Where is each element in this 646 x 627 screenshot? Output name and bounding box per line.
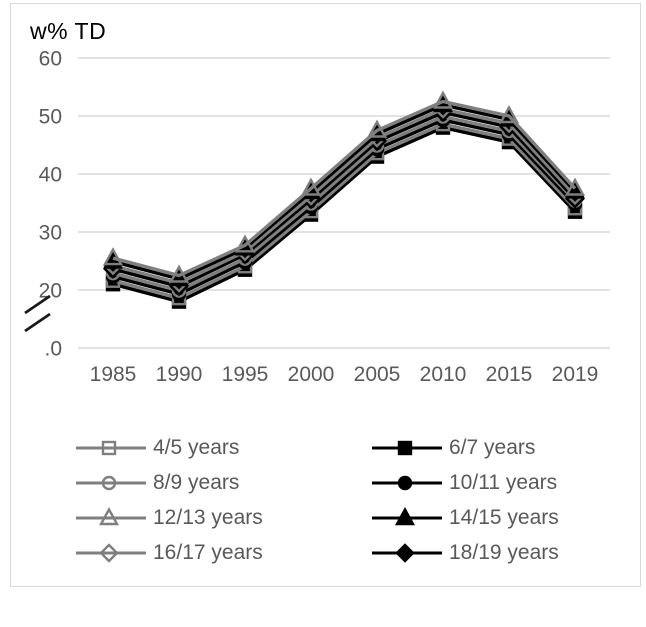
legend-item-label: 14/15 years: [449, 505, 559, 529]
legend-item-10-11-years: 10/11 years: [372, 471, 559, 495]
x-tick-label-1995: 1995: [222, 363, 269, 386]
series-line-6-7-years: [112, 125, 577, 304]
legend-item-label: 4/5 years: [153, 435, 240, 459]
legend-item-label: 6/7 years: [449, 435, 536, 459]
series-line-18-19-years: [112, 110, 577, 289]
marker-triangle-filled: [394, 506, 416, 525]
y-tick-label-60: 60: [39, 48, 62, 71]
marker-triangle-open: [564, 177, 586, 196]
marker-triangle-open: [498, 105, 520, 124]
x-tick-label-2010: 2010: [420, 363, 467, 386]
series-line-14-15-years: [112, 103, 577, 281]
marker-triangle-open: [98, 506, 120, 525]
legend-item-4-5-years: 4/5 years: [76, 436, 372, 460]
marker-triangle-open: [432, 90, 454, 109]
legend-item-label: 12/13 years: [153, 505, 263, 529]
marker-diamond-open: [99, 542, 119, 563]
y-tick-label-.0: .0: [44, 338, 62, 361]
series-16-17-years: [103, 99, 585, 293]
legend-item-14-15-years: 14/15 years: [372, 506, 559, 530]
series-line-10-11-years: [112, 118, 577, 296]
y-tick-label-40: 40: [39, 164, 62, 187]
y-tick-label-50: 50: [39, 106, 62, 129]
legend-item-label: 8/9 years: [153, 470, 240, 494]
y-axis-unit-label: w% TD: [30, 18, 107, 44]
x-tick-label-2000: 2000: [288, 363, 335, 386]
plot-area: 60 50 40 30 20 .0 1985 1990 1995 2000 2005 2010 2015…: [24, 48, 610, 386]
legend-item-label: 18/19 years: [449, 540, 559, 564]
marker-triangle-open: [366, 119, 388, 138]
legend-square-filled-icon: [372, 440, 442, 455]
series-12-13-years: [102, 90, 586, 283]
series-line-12-13-years: [112, 99, 577, 278]
marker-square-filled: [397, 440, 413, 455]
series-line-16-17-years: [112, 107, 577, 285]
legend-diamond-filled-icon: [372, 542, 442, 563]
legend-item-6-7-years: 6/7 years: [372, 436, 559, 460]
series-line-4-5-years: [112, 122, 577, 300]
y-tick-label-30: 30: [39, 222, 62, 245]
legend-diamond-open-icon: [76, 542, 146, 563]
marker-circle-open: [101, 475, 117, 490]
marker-triangle-open: [102, 247, 124, 266]
legend-item-16-17-years: 16/17 years: [76, 541, 372, 565]
chart-frame: [10, 3, 641, 587]
marker-triangle-open: [300, 177, 322, 196]
marker-triangle-open: [168, 264, 190, 283]
legend-item-label: 10/11 years: [449, 470, 558, 494]
marker-square-open: [101, 440, 117, 455]
series-18-19-years: [103, 102, 585, 297]
legend-triangle-filled-icon: [372, 506, 442, 525]
y-tick-label-20: 20: [39, 280, 62, 303]
legend-item-12-13-years: 12/13 years: [76, 506, 372, 530]
legend: 4/5 years 6/7 years 8/9 years 10/11 years 12…: [76, 430, 559, 570]
x-tick-label-1990: 1990: [156, 363, 203, 386]
legend-triangle-open-icon: [76, 506, 146, 525]
x-tick-label-1985: 1985: [90, 363, 137, 386]
marker-circle-filled: [397, 475, 413, 490]
legend-item-18-19-years: 18/19 years: [372, 541, 559, 565]
legend-item-label: 16/17 years: [153, 540, 263, 564]
marker-diamond-filled: [395, 542, 415, 563]
legend-item-8-9-years: 8/9 years: [76, 471, 372, 495]
axis-break-icon: [24, 294, 51, 333]
series-14-15-years: [102, 93, 586, 287]
legend-circle-filled-icon: [372, 475, 442, 490]
legend-circle-open-icon: [76, 475, 146, 490]
legend-square-open-icon: [76, 440, 146, 455]
x-tick-label-2019: 2019: [552, 363, 599, 386]
series-line-8-9-years: [112, 114, 577, 293]
x-tick-label-2015: 2015: [486, 363, 533, 386]
marker-triangle-open: [234, 234, 256, 253]
x-tick-label-2005: 2005: [354, 363, 401, 386]
